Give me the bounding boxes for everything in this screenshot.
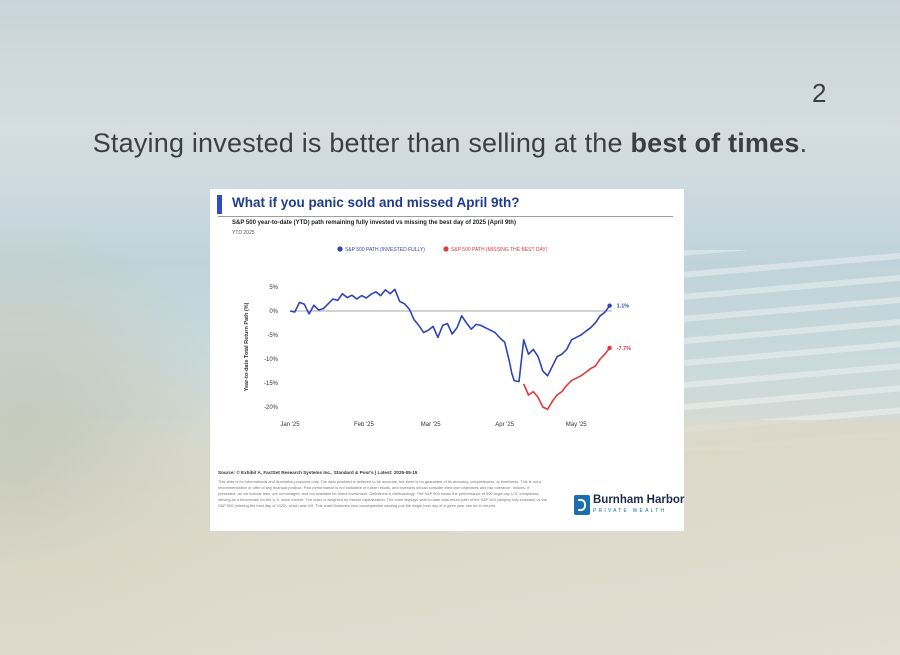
title-divider	[218, 216, 673, 217]
page-number: 2	[812, 78, 827, 108]
y-tick-label: -5%	[267, 333, 278, 339]
series-line-invested	[289, 288, 611, 383]
company-logo: Burnham Harbor PRIVATE WEALTH	[574, 494, 684, 517]
source-note: Source: © Exhibit A, FactSet Research Sy…	[218, 470, 418, 475]
legend-label: S&P 500 PATH (INVESTED FULLY)	[345, 247, 425, 253]
chart-period: YTD 2025	[232, 230, 255, 236]
headline-period: .	[799, 128, 808, 158]
logo-name: Burnham Harbor	[593, 494, 685, 506]
y-tick-label: -15%	[264, 381, 279, 387]
title-accent-bar	[217, 195, 222, 214]
y-tick-label: -20%	[264, 405, 279, 411]
y-axis-label: Year-to-date Total Return Path (%)	[244, 302, 250, 391]
legend-marker	[443, 246, 449, 252]
wave-overlay	[680, 250, 900, 450]
series-end-label: -7.7%	[617, 346, 631, 352]
disclaimer-text: This slide is for informational and illu…	[218, 479, 547, 508]
y-tick-label: 5%	[269, 285, 278, 291]
series-end-label: 1.1%	[617, 304, 630, 310]
series-end-point	[607, 303, 612, 308]
x-tick-label: Feb '25	[354, 422, 374, 428]
legend-marker	[337, 246, 343, 252]
x-tick-label: Jan '25	[280, 422, 300, 428]
series-line-missing-best-day	[522, 347, 611, 411]
y-tick-label: 0%	[269, 309, 278, 315]
x-tick-label: May '25	[566, 422, 587, 428]
slide-headline: Staying invested is better than selling …	[0, 128, 900, 159]
chart-card: What if you panic sold and missed April …	[210, 189, 684, 531]
headline-text: Staying invested is better than selling …	[92, 128, 631, 158]
series-end-point	[607, 345, 612, 351]
y-tick-label: -10%	[264, 357, 279, 363]
x-tick-label: Mar '25	[421, 422, 441, 428]
legend-label: S&P 500 PATH (MISSING THE BEST DAY)	[451, 247, 548, 253]
headline-emphasis: best of times	[630, 128, 800, 158]
chart-title: What if you panic sold and missed April …	[232, 195, 520, 210]
line-chart: S&P 500 PATH (INVESTED FULLY) S&P 500 PAT…	[244, 246, 631, 428]
chart-subtitle: S&P 500 year-to-date (YTD) path remainin…	[232, 220, 516, 226]
harbor-logo-icon	[574, 495, 590, 515]
x-tick-label: Apr '25	[495, 422, 514, 428]
chart-series: 1.1% -7.7%	[289, 288, 631, 411]
logo-tagline: PRIVATE WEALTH	[593, 508, 667, 514]
chart-axes: Year-to-date Total Return Path (%) 5% 0% -5…	[244, 285, 612, 428]
chart-legend: S&P 500 PATH (INVESTED FULLY) S&P 500 PAT…	[337, 246, 548, 253]
